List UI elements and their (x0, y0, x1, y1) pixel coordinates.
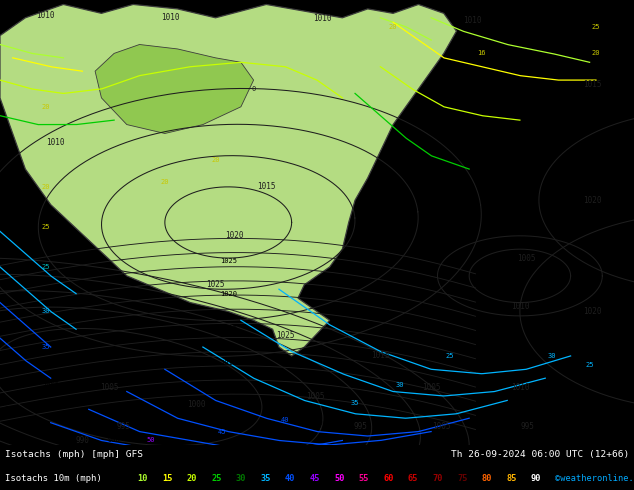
Text: 45: 45 (217, 429, 226, 435)
Text: 1025: 1025 (276, 331, 295, 341)
Text: 35: 35 (351, 400, 359, 406)
Text: 20: 20 (41, 104, 50, 110)
Text: 1010: 1010 (220, 360, 236, 367)
Text: 25: 25 (41, 224, 50, 230)
Text: 35: 35 (41, 344, 50, 350)
Text: 55: 55 (359, 474, 369, 483)
Text: 990: 990 (75, 436, 89, 445)
Text: 1000: 1000 (4, 406, 21, 412)
Text: 90: 90 (531, 474, 541, 483)
Text: 25: 25 (41, 264, 50, 270)
Text: 1015: 1015 (257, 182, 276, 192)
Text: 1000: 1000 (187, 400, 206, 409)
Text: 40: 40 (281, 417, 290, 423)
Text: 1010: 1010 (510, 302, 529, 312)
Text: 995: 995 (117, 422, 131, 431)
Text: 30: 30 (236, 474, 246, 483)
Text: 25: 25 (211, 474, 222, 483)
Text: 1005: 1005 (517, 253, 536, 263)
Text: 25: 25 (446, 353, 455, 359)
Text: 995: 995 (44, 430, 57, 436)
Text: 20: 20 (592, 50, 600, 56)
Text: 80: 80 (482, 474, 492, 483)
Text: 35: 35 (261, 474, 271, 483)
Text: 60: 60 (384, 474, 394, 483)
Text: 995: 995 (521, 422, 534, 431)
Text: 20: 20 (211, 157, 220, 163)
Text: 990: 990 (108, 437, 120, 442)
Text: 1010: 1010 (160, 13, 179, 23)
Text: 10: 10 (138, 474, 148, 483)
Text: 85: 85 (507, 474, 517, 483)
Text: 1015: 1015 (220, 325, 236, 331)
Text: Isotachs 10m (mph): Isotachs 10m (mph) (5, 474, 102, 483)
Polygon shape (95, 45, 254, 133)
Text: 20: 20 (41, 184, 50, 190)
Text: Isotachs (mph) [mph] GFS: Isotachs (mph) [mph] GFS (5, 450, 143, 459)
Text: 1010: 1010 (463, 16, 482, 24)
Text: 1005: 1005 (42, 381, 59, 387)
Text: 20: 20 (160, 179, 169, 185)
Text: 20: 20 (389, 24, 398, 30)
Text: 1010: 1010 (36, 11, 55, 20)
Text: 1015: 1015 (583, 80, 602, 89)
Text: 50: 50 (146, 438, 155, 443)
Text: 995: 995 (197, 435, 209, 441)
Text: 75: 75 (457, 474, 468, 483)
Text: 0: 0 (252, 86, 256, 92)
Polygon shape (0, 4, 456, 356)
Text: 65: 65 (408, 474, 418, 483)
Text: 16: 16 (477, 50, 486, 56)
Text: 990: 990 (311, 420, 323, 426)
Text: 30: 30 (41, 308, 50, 315)
Text: 1005: 1005 (100, 383, 119, 392)
Text: 70: 70 (432, 474, 443, 483)
Text: 20: 20 (186, 474, 197, 483)
Text: 1005: 1005 (306, 392, 325, 401)
Text: 1005: 1005 (422, 383, 441, 392)
Text: 25: 25 (592, 24, 600, 30)
Text: 25: 25 (585, 362, 594, 368)
Text: 1010: 1010 (313, 14, 332, 23)
Text: 1015: 1015 (371, 351, 390, 361)
Text: 15: 15 (162, 474, 172, 483)
Text: ©weatheronline.co.uk: ©weatheronline.co.uk (555, 474, 634, 483)
Text: 30: 30 (395, 382, 404, 388)
Text: 45: 45 (309, 474, 320, 483)
Text: 1020: 1020 (220, 292, 236, 297)
Text: 1025: 1025 (206, 280, 225, 289)
Text: 50: 50 (334, 474, 345, 483)
Text: 1020: 1020 (225, 231, 244, 240)
Text: 1025: 1025 (220, 258, 236, 264)
Text: 1010: 1010 (510, 383, 529, 392)
Text: 1010: 1010 (46, 138, 65, 147)
Text: 30: 30 (547, 353, 556, 359)
Text: 40: 40 (285, 474, 295, 483)
Text: Th 26-09-2024 06:00 UTC (12+66): Th 26-09-2024 06:00 UTC (12+66) (451, 450, 629, 459)
Text: 1020: 1020 (583, 307, 602, 316)
Text: 1020: 1020 (583, 196, 602, 205)
Text: 995: 995 (353, 422, 367, 431)
Text: 1005: 1005 (432, 422, 451, 431)
